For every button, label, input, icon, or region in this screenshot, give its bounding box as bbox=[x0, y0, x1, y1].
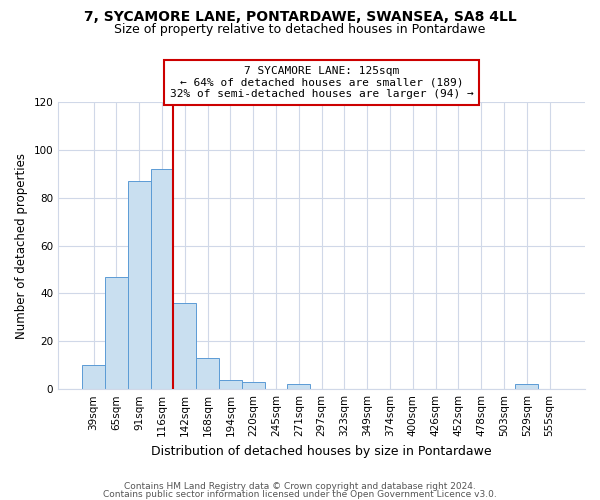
Bar bbox=[242, 382, 265, 389]
Y-axis label: Number of detached properties: Number of detached properties bbox=[15, 152, 28, 338]
Text: Contains public sector information licensed under the Open Government Licence v3: Contains public sector information licen… bbox=[103, 490, 497, 499]
X-axis label: Distribution of detached houses by size in Pontardawe: Distribution of detached houses by size … bbox=[151, 444, 492, 458]
Text: 7, SYCAMORE LANE, PONTARDAWE, SWANSEA, SA8 4LL: 7, SYCAMORE LANE, PONTARDAWE, SWANSEA, S… bbox=[83, 10, 517, 24]
Text: 7 SYCAMORE LANE: 125sqm
← 64% of detached houses are smaller (189)
32% of semi-d: 7 SYCAMORE LANE: 125sqm ← 64% of detache… bbox=[170, 66, 473, 99]
Bar bbox=[219, 380, 242, 389]
Text: Contains HM Land Registry data © Crown copyright and database right 2024.: Contains HM Land Registry data © Crown c… bbox=[124, 482, 476, 491]
Bar bbox=[287, 384, 310, 389]
Text: Size of property relative to detached houses in Pontardawe: Size of property relative to detached ho… bbox=[115, 22, 485, 36]
Bar bbox=[196, 358, 219, 389]
Bar bbox=[515, 384, 538, 389]
Bar bbox=[173, 303, 196, 389]
Bar bbox=[105, 276, 128, 389]
Bar bbox=[128, 181, 151, 389]
Bar bbox=[151, 169, 173, 389]
Bar bbox=[82, 366, 105, 389]
